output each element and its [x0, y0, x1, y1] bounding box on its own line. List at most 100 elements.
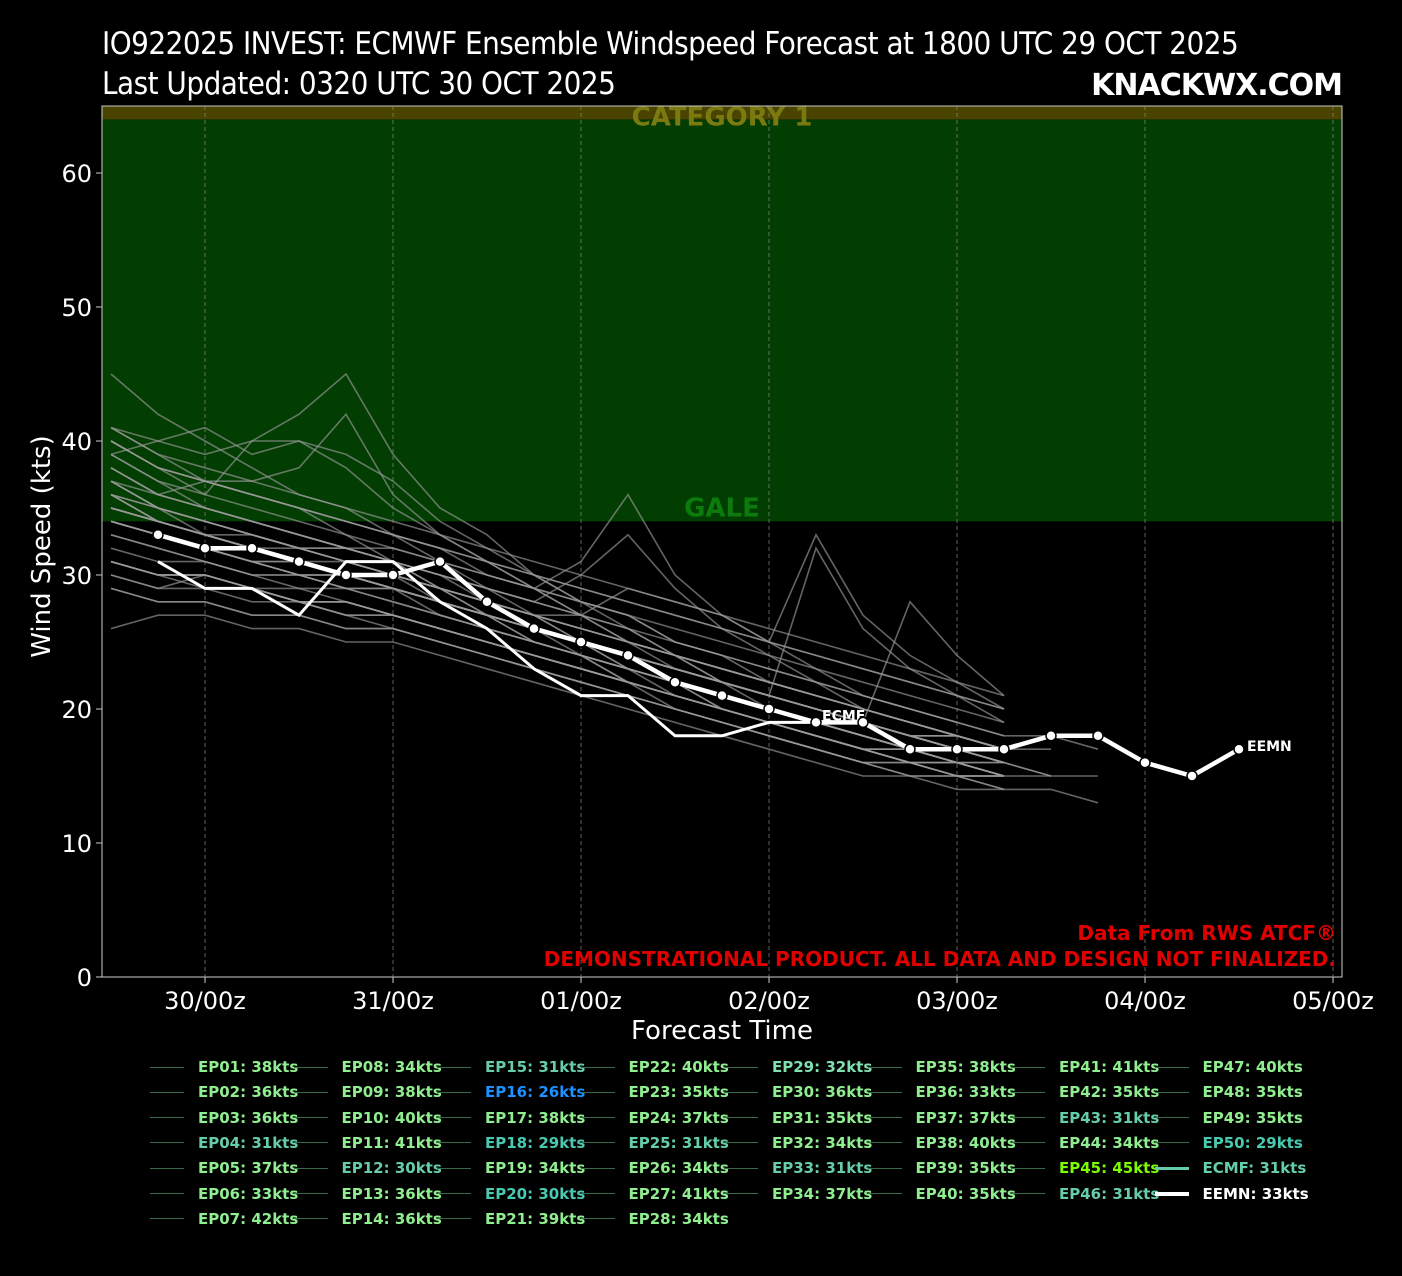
- legend-label: EP36: 33kts: [915, 1083, 1016, 1102]
- eemn-point: [434, 555, 446, 568]
- eemn-end-label: EEMN: [1247, 739, 1292, 755]
- x-tick-label: 01/00z: [540, 987, 622, 1015]
- legend-swatch: [437, 1142, 471, 1144]
- legend-label: EP24: 37kts: [628, 1108, 729, 1127]
- y-tick-label: 50: [61, 294, 92, 322]
- legend-label: EP39: 35kts: [915, 1159, 1016, 1178]
- legend-label: EP31: 35kts: [772, 1108, 873, 1127]
- legend-item-ep40: EP40: 35kts: [867, 1183, 1016, 1205]
- legend-label: EP13: 36kts: [341, 1184, 442, 1203]
- legend-label: EP22: 40kts: [628, 1058, 729, 1076]
- legend-swatch: [867, 1193, 902, 1194]
- legend-item-ep32: EP32: 34kts: [724, 1132, 872, 1154]
- eemn-point: [1139, 756, 1151, 769]
- legend-swatch: [867, 1091, 902, 1093]
- member-line-ep16: [110, 614, 1099, 804]
- x-tick-label: 30/00z: [164, 987, 246, 1015]
- disclaimer-annotation: DEMONSTRATIONAL PRODUCT. ALL DATA AND DE…: [544, 947, 1336, 971]
- eemn-point: [1045, 730, 1057, 742]
- legend-swatch: [150, 1218, 184, 1220]
- legend-label: EP08: 34kts: [341, 1058, 442, 1076]
- legend-label: EP25: 31kts: [628, 1133, 729, 1152]
- legend-swatch: [580, 1167, 615, 1169]
- legend-swatch: [293, 1193, 328, 1194]
- eemn-line: [157, 532, 1241, 779]
- legend-swatch: [724, 1117, 758, 1119]
- eemn-point: [998, 743, 1010, 755]
- band-label-gale: GALE: [684, 493, 760, 523]
- legend-label: EP11: 41kts: [341, 1133, 442, 1152]
- legend-item-ep45: EP45: 45kts: [1011, 1157, 1159, 1179]
- x-tick-label: 31/00z: [352, 987, 434, 1015]
- member-line-ep37: [110, 480, 1005, 750]
- last-updated: Last Updated: 0320 UTC 30 OCT 2025: [102, 66, 616, 102]
- eemn-point: [810, 716, 822, 729]
- legend-swatch: [437, 1193, 471, 1194]
- y-axis-label: Wind Speed (kts): [27, 435, 57, 657]
- legend-swatch: [867, 1142, 902, 1144]
- legend-swatch: [1011, 1066, 1045, 1068]
- legend-item-ep37: EP37: 37kts: [867, 1107, 1016, 1129]
- legend-swatch: [580, 1193, 615, 1194]
- legend-label: EP43: 31kts: [1059, 1108, 1160, 1127]
- legend-item-ep33: EP33: 31kts: [724, 1157, 872, 1179]
- eemn-point: [1233, 743, 1245, 755]
- x-tick-label: 04/00z: [1104, 987, 1186, 1015]
- legend-swatch: [1154, 1166, 1189, 1170]
- legend-swatch: [1154, 1142, 1189, 1144]
- eemn-point: [1092, 730, 1104, 742]
- legend-label: EP23: 35kts: [628, 1083, 729, 1102]
- legend-item-ep22: EP22: 40kts: [580, 1056, 729, 1078]
- legend-label: EP44: 34kts: [1059, 1133, 1160, 1152]
- legend-item-ep26: EP26: 34kts: [580, 1157, 729, 1179]
- legend-swatch: [150, 1142, 184, 1144]
- legend-item-ep09: EP09: 38kts: [293, 1081, 442, 1103]
- brand-logo-text: KNACKWX.COM: [1091, 68, 1343, 103]
- legend-swatch: [580, 1091, 615, 1093]
- legend-swatch: [724, 1193, 758, 1194]
- eemn-point: [340, 569, 352, 581]
- member-line-ep08: [110, 520, 911, 764]
- legend-label: EP29: 32kts: [772, 1058, 873, 1076]
- legend-swatch: [724, 1091, 758, 1093]
- member-line-ep38: [110, 440, 1005, 724]
- legend-label: EP12: 30kts: [341, 1159, 442, 1178]
- member-line-ep35: [110, 467, 1099, 750]
- legend-item-ep34: EP34: 37kts: [724, 1183, 872, 1205]
- plot-frame: [101, 105, 1343, 978]
- legend-label: EEMN: 33kts: [1202, 1184, 1309, 1203]
- legend-swatch: [1011, 1117, 1045, 1119]
- legend-item-ep08: EP08: 34kts: [293, 1056, 442, 1078]
- eemn-point: [246, 542, 258, 554]
- legend-item-ep19: EP19: 34kts: [437, 1157, 585, 1179]
- legend-label: EP34: 37kts: [772, 1184, 873, 1203]
- legend-item-ep31: EP31: 35kts: [724, 1107, 872, 1129]
- legend-label: EP14: 36kts: [341, 1209, 442, 1228]
- legend-item-ep12: EP12: 30kts: [293, 1157, 442, 1179]
- legend-swatch: [580, 1142, 615, 1144]
- legend-swatch: [293, 1066, 328, 1068]
- member-line-ep46: [110, 560, 1004, 777]
- eemn-point: [763, 703, 775, 715]
- legend-label: EP15: 31kts: [485, 1058, 586, 1076]
- legend-swatch: [1154, 1066, 1189, 1068]
- legend-label: EP01: 38kts: [198, 1058, 299, 1076]
- legend-item-ep18: EP18: 29kts: [437, 1132, 585, 1154]
- y-tick-label: 60: [61, 160, 92, 188]
- legend-label: EP37: 37kts: [915, 1108, 1016, 1127]
- legend-swatch: [1011, 1091, 1045, 1093]
- y-tick-label: 20: [61, 696, 92, 724]
- legend-label: EP06: 33kts: [198, 1184, 299, 1203]
- eemn-point: [716, 689, 728, 702]
- legend-item-ecmf: ECMF: 31kts: [1154, 1157, 1306, 1179]
- legend-swatch: [724, 1066, 758, 1068]
- legend-label: EP30: 36kts: [772, 1083, 873, 1102]
- legend-swatch: [867, 1117, 902, 1119]
- legend-item-ep25: EP25: 31kts: [580, 1132, 729, 1154]
- eemn-point: [152, 529, 164, 541]
- legend-label: EP21: 39kts: [485, 1209, 586, 1228]
- legend-label: EP42: 35kts: [1059, 1083, 1160, 1102]
- legend-item-ep07: EP07: 42kts: [150, 1208, 298, 1230]
- legend-swatch: [150, 1091, 184, 1093]
- legend-item-ep16: EP16: 26kts: [437, 1081, 585, 1103]
